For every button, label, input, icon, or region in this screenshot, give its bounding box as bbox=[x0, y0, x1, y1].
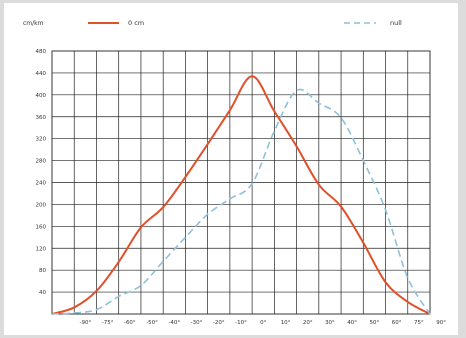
x-tick-label: 75° bbox=[414, 320, 424, 326]
x-tick-label: 40° bbox=[347, 320, 357, 326]
x-tick-label: -30° bbox=[191, 320, 203, 326]
unit-label: cm/km bbox=[23, 20, 44, 27]
legend-label-1: null bbox=[390, 19, 402, 27]
series-line-1 bbox=[51, 88, 431, 315]
x-tick-label: 0° bbox=[260, 320, 266, 326]
y-tick-label: 480 bbox=[36, 49, 47, 55]
legend-label-0: 0 cm bbox=[128, 19, 144, 27]
y-tick-label: 120 bbox=[36, 246, 47, 252]
x-tick-label: 50° bbox=[370, 320, 380, 326]
x-tick-label: -40° bbox=[168, 320, 180, 326]
x-tick-label: 30° bbox=[325, 320, 335, 326]
x-tick-label: 20° bbox=[303, 320, 313, 326]
x-tick-label: 10° bbox=[281, 320, 291, 326]
y-tick-label: 280 bbox=[36, 159, 47, 165]
y-tick-label: 40 bbox=[39, 290, 46, 296]
y-tick-label: 400 bbox=[36, 93, 47, 99]
x-tick-label: -20° bbox=[213, 320, 225, 326]
y-axis-ticks: 40 80 120 160 200 240 280 320 360 400 440 480 bbox=[36, 49, 47, 296]
x-tick-label: -50° bbox=[146, 320, 158, 326]
chart-panel: 40 80 120 160 200 240 280 320 360 400 440 480 -90° -… bbox=[4, 3, 458, 335]
series-lines bbox=[51, 75, 431, 315]
x-tick-label: 60° bbox=[392, 320, 402, 326]
y-tick-label: 360 bbox=[36, 115, 47, 121]
y-tick-label: 160 bbox=[36, 224, 47, 230]
y-tick-label: 80 bbox=[39, 268, 46, 274]
x-tick-label: -90° bbox=[79, 320, 91, 326]
x-tick-label: -60° bbox=[124, 320, 136, 326]
y-tick-label: 440 bbox=[36, 71, 47, 77]
chart-grid bbox=[51, 50, 431, 315]
x-axis-ticks: -90° -75° -60° -50° -40° -30° -20° -10° 0° 10° 20°… bbox=[79, 320, 446, 326]
x-tick-label: -75° bbox=[102, 320, 114, 326]
x-tick-label: 90° bbox=[436, 320, 446, 326]
x-tick-label: -10° bbox=[235, 320, 247, 326]
y-tick-label: 320 bbox=[36, 137, 47, 143]
series-line-0 bbox=[51, 75, 431, 315]
chart-legend: cm/km 0 cm null bbox=[23, 19, 402, 27]
y-tick-label: 200 bbox=[36, 202, 47, 208]
y-tick-label: 240 bbox=[36, 181, 47, 187]
